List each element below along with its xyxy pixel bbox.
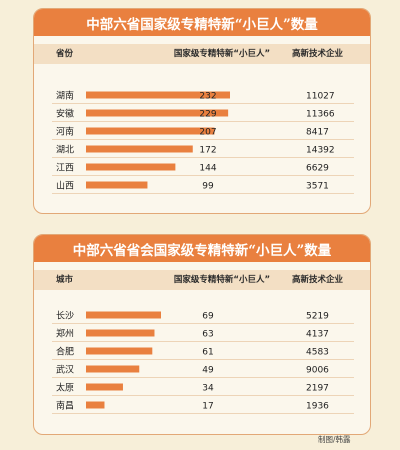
- bar: [86, 109, 229, 117]
- province-panel: 中部六省国家级专精特新“小巨人”数量 省份 国家级专精特新“小巨人” 高新技术企…: [33, 8, 371, 214]
- bar: [86, 401, 105, 409]
- value-label: 229: [199, 110, 216, 120]
- category-label: 湖南: [56, 90, 74, 102]
- hitech-column-header: 高新技术企业: [292, 49, 344, 59]
- category-label: 湖北: [56, 145, 74, 156]
- province-chart-title: 中部六省国家级专精特新“小巨人”数量: [34, 9, 370, 36]
- enterprise-value-label: 11027: [306, 92, 335, 102]
- enterprise-value-label: 4137: [306, 330, 329, 340]
- value-label: 49: [202, 366, 214, 376]
- capital-bar-chart: 长沙 69 5219 郑州 63 4137 合肥 61 4583 武汉 49 9006 太原 34 2197…: [52, 310, 354, 414]
- bar: [86, 383, 123, 391]
- bar: [86, 311, 161, 319]
- enterprise-value-label: 3571: [306, 182, 329, 192]
- capital-chart-title: 中部六省省会国家级专精特新“小巨人”数量: [34, 235, 370, 262]
- value-label: 172: [199, 146, 216, 156]
- category-label: 山西: [56, 181, 74, 192]
- city-column-header: 城市: [56, 275, 74, 285]
- bar: [86, 145, 193, 153]
- enterprise-value-label: 9006: [306, 366, 329, 376]
- value-label: 69: [202, 312, 214, 322]
- giant-count-column-header: 国家级专精特新“小巨人”: [173, 275, 271, 285]
- category-label: 太原: [56, 382, 74, 394]
- category-label: 河南: [56, 126, 74, 138]
- value-label: 63: [202, 330, 213, 340]
- category-label: 江西: [56, 163, 74, 174]
- category-label: 南昌: [56, 400, 74, 412]
- bar: [86, 347, 153, 355]
- value-label: 99: [202, 182, 214, 192]
- category-label: 长沙: [56, 310, 74, 322]
- bar: [86, 365, 140, 373]
- enterprise-value-label: 14392: [306, 146, 335, 156]
- value-label: 34: [202, 384, 214, 394]
- province-bar-chart: 湖南 232 11027 安徽 229 11366 河南 207 8417 湖北 172 14392 江…: [52, 90, 354, 194]
- value-label: 232: [199, 92, 216, 102]
- category-label: 安徽: [56, 108, 74, 120]
- enterprise-value-label: 6629: [306, 164, 329, 174]
- value-label: 144: [199, 164, 216, 174]
- giant-count-column-header: 国家级专精特新“小巨人”: [173, 49, 271, 59]
- credit-text: 制图/韩露: [318, 435, 351, 444]
- province-column-header: 省份: [56, 49, 74, 59]
- bar: [86, 127, 215, 135]
- province-header-row: 省份 国家级专精特新“小巨人” 高新技术企业: [34, 44, 370, 64]
- value-label: 207: [199, 128, 216, 138]
- enterprise-value-label: 2197: [306, 384, 329, 394]
- category-label: 合肥: [56, 346, 74, 358]
- hitech-column-header: 高新技术企业: [292, 275, 344, 285]
- bar: [86, 163, 176, 171]
- enterprise-value-label: 1936: [306, 402, 329, 412]
- enterprise-value-label: 11366: [306, 110, 335, 120]
- capital-header-row: 城市 国家级专精特新“小巨人” 高新技术企业: [34, 270, 370, 290]
- bar: [86, 329, 155, 337]
- value-label: 61: [202, 348, 213, 358]
- enterprise-value-label: 4583: [306, 348, 329, 358]
- bar: [86, 181, 148, 189]
- capital-panel: 中部六省省会国家级专精特新“小巨人”数量 城市 国家级专精特新“小巨人” 高新技…: [33, 234, 371, 435]
- enterprise-value-label: 5219: [306, 312, 329, 322]
- value-label: 17: [202, 402, 213, 412]
- enterprise-value-label: 8417: [306, 128, 329, 138]
- bar: [86, 91, 230, 99]
- category-label: 郑州: [56, 328, 74, 340]
- category-label: 武汉: [56, 364, 74, 376]
